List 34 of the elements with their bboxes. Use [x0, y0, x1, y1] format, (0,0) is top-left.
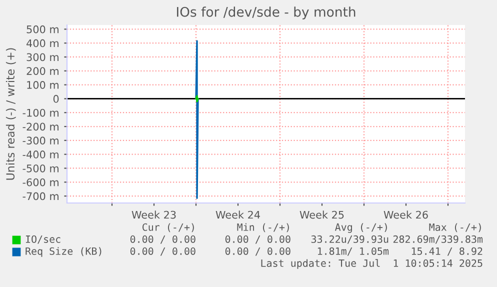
y-tick-label: 500 m — [26, 25, 58, 34]
y-tick-label: -600 m — [22, 178, 58, 186]
y-tick-label: 100 m — [27, 81, 58, 89]
chart-title: IOs for /dev/sde - by month — [177, 6, 356, 20]
text: 0.00 / 0.00 — [225, 247, 290, 256]
x-tick-label: Week 25 — [300, 210, 344, 219]
text: Cur (-/+) — [142, 223, 194, 232]
y-tick-label: -100 m — [22, 108, 58, 117]
y-tick-label: -500 m — [22, 164, 58, 172]
y-tick-label: -200 m — [22, 122, 58, 131]
x-tick-label: Week 24 — [216, 210, 260, 219]
legend-label: IO/sec — [26, 235, 60, 244]
x-tick-label: Week 26 — [384, 210, 428, 219]
y-tick-label: 400 m — [26, 39, 58, 48]
y-tick-label: 0 — [53, 94, 59, 103]
text: 0.00 / 0.00 — [130, 247, 196, 256]
text: 1.81m/ 1.05m — [318, 247, 389, 256]
text: Min (-/+) — [237, 223, 289, 232]
y-tick-label: -400 m — [22, 150, 58, 158]
text: 0.00 / 0.00 — [225, 235, 290, 244]
text: 0.00 / 0.00 — [130, 235, 196, 244]
y-tick-label: 300 m — [26, 53, 58, 62]
legend-label: Req Size (KB) — [26, 247, 102, 257]
y-tick-label: -300 m — [22, 136, 58, 145]
y-tick-label: -700 m — [22, 192, 58, 200]
y-tick-label: 200 m — [26, 67, 58, 75]
y-axis-title: Units read (-) / write (+) — [6, 48, 16, 180]
x-tick-label: Week 23 — [132, 210, 176, 219]
text: Max (-/+) — [429, 223, 481, 232]
text: 15.41 / 8.92 — [412, 247, 482, 256]
text: Last update: Tue Jul 1 10:05:14 2025 — [261, 259, 482, 269]
text: 282.69m/339.83m — [393, 235, 483, 244]
text: 33.22u/39.93u — [311, 235, 388, 244]
text: Avg (-/+) — [335, 223, 387, 233]
